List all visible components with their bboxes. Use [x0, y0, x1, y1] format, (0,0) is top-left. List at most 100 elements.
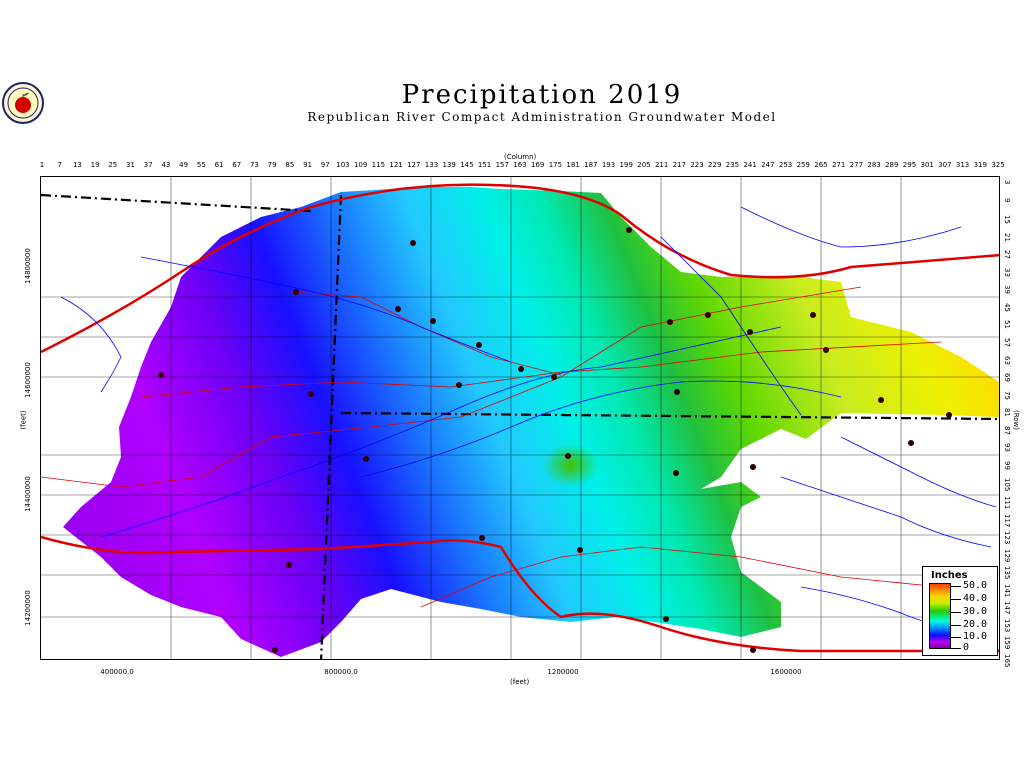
legend-tick — [951, 599, 961, 600]
row-tick-label: 117 — [1003, 513, 1011, 527]
row-tick-label: 81 — [1003, 408, 1011, 418]
row-tick-label: 51 — [1003, 320, 1011, 330]
column-tick-label: 121 — [389, 161, 403, 169]
column-tick-label: 19 — [90, 161, 100, 169]
row-tick-label: 129 — [1003, 548, 1011, 563]
row-tick-labels: 3 9 15 21 27 33 39 45 51 57 63 69 75 81 87 93 99 105 111 11… — [1003, 176, 1023, 667]
column-tick-label: 25 — [108, 161, 118, 169]
column-tick-label: 43 — [161, 161, 171, 169]
legend-color-bar — [929, 583, 951, 649]
column-tick-label: 181 — [566, 161, 580, 169]
column-tick-label: 265 — [814, 161, 828, 169]
row-tick-label: 9 — [1003, 197, 1011, 203]
row-tick-label: 27 — [1003, 250, 1011, 260]
column-tick-label: 307 — [938, 161, 952, 169]
row-tick-label: 141 — [1003, 583, 1011, 598]
column-tick-label: 79 — [267, 161, 277, 169]
row-tick-label: 111 — [1003, 496, 1011, 510]
column-tick-label: 259 — [796, 161, 810, 169]
column-tick-label: 217 — [672, 161, 687, 169]
row-tick-label: 99 — [1003, 460, 1011, 470]
legend-label: 30.0 — [963, 606, 988, 617]
row-tick-label: 123 — [1003, 531, 1011, 545]
column-tick-label: 139 — [442, 161, 456, 169]
legend-title: Inches — [931, 570, 968, 581]
state-boundaries — [41, 193, 999, 659]
column-tick-label: 97 — [320, 161, 330, 169]
column-tick-label: 301 — [920, 161, 934, 169]
y-tick-label: 14600000 — [23, 362, 32, 398]
column-tick-label: 325 — [991, 161, 1005, 169]
column-tick-label: 229 — [708, 161, 722, 169]
column-axis-title: (Column) — [504, 153, 537, 161]
column-tick-label: 91 — [303, 161, 313, 169]
column-tick-label: 313 — [955, 161, 970, 169]
column-tick-label: 199 — [619, 161, 633, 169]
row-tick-label: 15 — [1003, 215, 1011, 225]
row-tick-label: 45 — [1003, 302, 1011, 312]
column-tick-label: 67 — [232, 161, 242, 169]
column-tick-label: 277 — [849, 161, 864, 169]
column-tick-label: 271 — [831, 161, 846, 169]
column-tick-label: 1 — [39, 161, 45, 169]
column-tick-label: 127 — [407, 161, 421, 169]
column-tick-label: 103 — [336, 161, 350, 169]
y-axis-title: (feet) — [19, 410, 28, 430]
row-tick-label: 147 — [1003, 601, 1011, 615]
column-tick-label: 31 — [126, 161, 135, 169]
y-tick-label: 14200000 — [23, 590, 32, 626]
column-tick-label: 289 — [885, 161, 899, 169]
rivers — [60, 206, 997, 638]
legend-tick — [951, 612, 961, 613]
row-tick-label: 159 — [1003, 636, 1011, 650]
x-tick-label: 1600000 — [770, 668, 802, 676]
column-tick-label: 247 — [761, 161, 775, 169]
map-subtitle: Republican River Compact Administration … — [307, 110, 777, 124]
column-tick-label: 205 — [637, 161, 651, 169]
x-axis-title: (feet) — [510, 678, 530, 686]
row-tick-label: 57 — [1003, 338, 1011, 347]
column-tick-label: 37 — [143, 161, 153, 169]
column-tick-label: 133 — [424, 161, 439, 169]
column-tick-label: 175 — [548, 161, 563, 169]
legend-tick — [951, 586, 961, 587]
legend-label: 50.0 — [963, 580, 988, 591]
row-tick-label: 69 — [1003, 373, 1011, 383]
precipitation-map — [40, 176, 1000, 660]
row-tick-label: 93 — [1003, 443, 1011, 453]
column-tick-label: 295 — [902, 161, 917, 169]
column-tick-label: 157 — [495, 161, 509, 169]
y-tick-label: 14400000 — [23, 476, 32, 512]
legend-label: 0 — [963, 642, 970, 653]
weather-stations — [158, 227, 952, 653]
column-tick-label: 49 — [179, 161, 189, 169]
column-tick-label: 241 — [743, 161, 757, 169]
column-tick-label: 319 — [973, 161, 987, 169]
legend-tick — [951, 625, 961, 626]
y-tick-label: 14800000 — [23, 248, 32, 284]
column-tick-label: 61 — [214, 161, 224, 169]
map-title: Precipitation 2019 — [401, 80, 683, 110]
row-tick-label: 87 — [1003, 425, 1011, 435]
column-tick-label: 151 — [477, 161, 492, 169]
column-tick-label: 235 — [725, 161, 740, 169]
column-tick-label: 211 — [654, 161, 669, 169]
row-tick-label: 165 — [1003, 654, 1011, 668]
column-tick-label: 109 — [353, 161, 368, 169]
column-tick-label: 193 — [601, 161, 616, 169]
roads — [41, 183, 999, 653]
column-tick-label: 169 — [531, 161, 545, 169]
row-tick-label: 105 — [1003, 478, 1011, 492]
column-tick-label: 55 — [196, 161, 206, 169]
row-tick-label: 3 — [1003, 180, 1011, 185]
column-tick-label: 163 — [513, 161, 527, 169]
x-tick-label: 1200000 — [547, 668, 579, 676]
x-tick-label: 400000.0 — [100, 668, 134, 676]
row-tick-label: 33 — [1003, 267, 1011, 277]
column-tick-labels: 1 7 13 19 25 31 37 43 49 55 61 67 73 79 85 91 97 103 109 11… — [39, 161, 1005, 173]
column-tick-label: 7 — [57, 161, 62, 169]
legend-label: 10.0 — [963, 631, 988, 642]
legend-label: 20.0 — [963, 619, 988, 630]
row-tick-label: 75 — [1003, 390, 1011, 400]
column-tick-label: 253 — [778, 161, 793, 169]
